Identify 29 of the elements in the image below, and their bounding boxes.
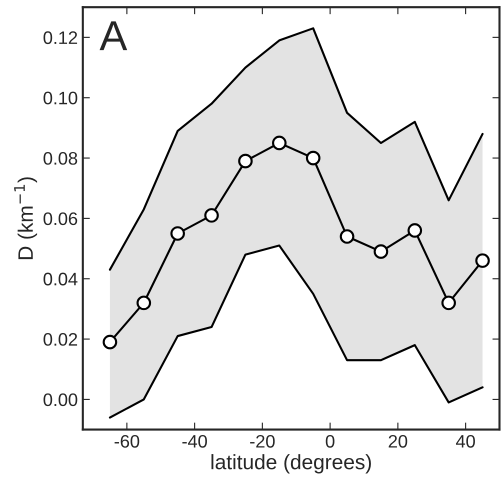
y-tick-label: 0.00 (44, 393, 78, 406)
point (272, 136, 287, 150)
point (136, 296, 152, 310)
x-tick-label: -20 (250, 434, 275, 448)
annotation: A (100, 21, 128, 50)
point (441, 296, 456, 310)
y-tick-label: 0.06 (44, 212, 78, 226)
point (170, 226, 185, 241)
x-tick-label: 40 (456, 434, 475, 448)
y-tick-label: 0.04 (44, 272, 78, 286)
point (408, 223, 422, 238)
point (204, 208, 219, 223)
x-axis-title: latitude (degrees) (212, 454, 371, 474)
point (340, 229, 354, 244)
y-tick-label: 0.02 (44, 333, 78, 346)
point (238, 154, 253, 168)
line-series (108, 244, 484, 419)
point (374, 244, 388, 259)
y-tick-label: 0.12 (44, 31, 78, 44)
x-tick-label: -40 (182, 434, 207, 448)
point (102, 334, 118, 350)
x-tick-label: 20 (388, 434, 408, 448)
point (475, 253, 490, 268)
point (306, 150, 320, 166)
y-tick-label: 0.08 (44, 152, 78, 165)
x-tick-label: 0 (326, 434, 334, 448)
y-tick-label: 0.10 (44, 92, 78, 104)
x-tick-label: -60 (114, 434, 140, 448)
y-axis-title: D (km$^{−1}$) (14, 177, 38, 260)
